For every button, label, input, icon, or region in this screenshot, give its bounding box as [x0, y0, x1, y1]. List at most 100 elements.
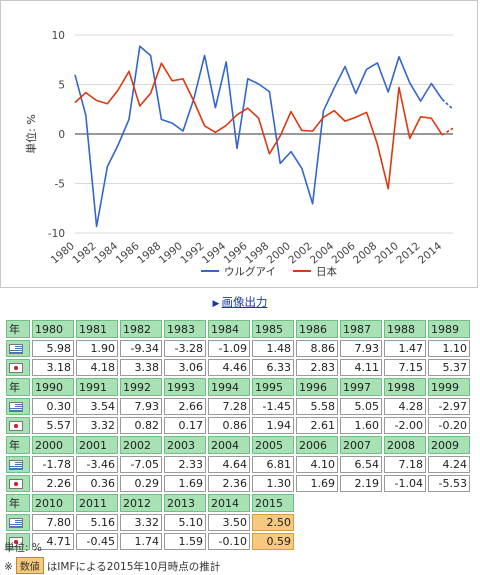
- uruguay-row: 7.80 5.16 3.32 5.10 3.50 2.50: [6, 514, 470, 531]
- year-header-label: 年: [6, 494, 30, 512]
- japan-value-cell: -0.45: [76, 533, 118, 550]
- year-cell: 1990: [32, 378, 74, 396]
- x-tick-label: 2000: [265, 240, 293, 266]
- japan-value-cell: 6.33: [252, 359, 294, 376]
- uruguay-value-cell: -3.28: [164, 340, 206, 357]
- uruguay-value-cell: -3.46: [76, 456, 118, 473]
- japan-value-cell: 2.61: [296, 417, 338, 434]
- uruguay-row: 5.98 1.90 -9.34 -3.28 -1.09 1.48 8.86 7.93 1.47 1…: [6, 340, 470, 357]
- year-cell: 2009: [428, 436, 470, 454]
- x-tick-label: 1984: [92, 240, 120, 267]
- estimate-note: ※ 数値 はIMFによる2015年10月時点の推計: [4, 557, 220, 574]
- data-table: 年 1980 1981 1982 1983 1984 1985 1986 1987 1988 198…: [4, 318, 472, 552]
- uruguay-value-cell: 4.10: [296, 456, 338, 473]
- year-cell: 2015: [252, 494, 294, 512]
- japan-value-cell: -2.00: [384, 417, 426, 434]
- uruguay-value-cell: 6.81: [252, 456, 294, 473]
- image-export-link[interactable]: 画像出力: [221, 295, 268, 309]
- japan-value-cell: 4.46: [208, 359, 250, 376]
- year-cell: 1996: [296, 378, 338, 396]
- empty-cell: [340, 533, 382, 550]
- uruguay-value-cell: 6.54: [340, 456, 382, 473]
- japan-value-cell: 1.59: [164, 533, 206, 550]
- japan-value-cell: 0.82: [120, 417, 162, 434]
- row-flag-cell: [6, 475, 30, 492]
- series-estimate-line-1: [441, 127, 454, 136]
- link-arrow-icon: ▶: [212, 299, 220, 309]
- japan-value-cell: 1.69: [296, 475, 338, 492]
- empty-cell: [296, 533, 338, 550]
- year-cell: 1994: [208, 378, 250, 396]
- year-row: 年 1990 1991 1992 1993 1994 1995 1996 1997 1998 199…: [6, 378, 470, 396]
- year-cell: 1989: [428, 320, 470, 338]
- japan-value-cell: 3.06: [164, 359, 206, 376]
- x-tick-label: 1996: [222, 240, 250, 267]
- export-link-row: ▶ 画像出力: [0, 294, 480, 310]
- year-cell: 2001: [76, 436, 118, 454]
- uruguay-row: -1.78 -3.46 -7.05 2.33 4.64 6.81 4.10 6.54 7.18 4…: [6, 456, 470, 473]
- uruguay-value-cell: 2.50: [252, 514, 294, 531]
- uruguay-value-cell: 2.66: [164, 398, 206, 415]
- uruguay-value-cell: 5.98: [32, 340, 74, 357]
- year-cell: 1988: [384, 320, 426, 338]
- uruguay-value-cell: 4.24: [428, 456, 470, 473]
- year-cell: 1982: [120, 320, 162, 338]
- year-cell: 1995: [252, 378, 294, 396]
- chart-panel: 10 5 0 -5 -10 1980 1982 1984 1986 1988 1990 1992 199…: [0, 0, 478, 288]
- series-estimate-line-0: [441, 98, 454, 110]
- x-tick-label: 1994: [200, 240, 228, 267]
- uruguay-value-cell: 3.54: [76, 398, 118, 415]
- year-cell: 1980: [32, 320, 74, 338]
- uruguay-value-cell: 1.90: [76, 340, 118, 357]
- uruguay-value-cell: -7.05: [120, 456, 162, 473]
- estimate-badge: 数値: [15, 557, 44, 574]
- x-tick-label: 2014: [416, 240, 444, 267]
- empty-cell: [428, 533, 470, 550]
- japan-value-cell: 1.74: [120, 533, 162, 550]
- x-tick-label: 1980: [49, 240, 77, 266]
- japan-flag-icon: [9, 421, 23, 431]
- row-flag-cell: [6, 456, 30, 473]
- uruguay-flag-icon: [9, 518, 23, 528]
- year-cell: 1992: [120, 378, 162, 396]
- row-flag-cell: [6, 340, 30, 357]
- year-cell: 1984: [208, 320, 250, 338]
- legend-label: 日本: [316, 265, 337, 278]
- uruguay-value-cell: 7.93: [340, 340, 382, 357]
- japan-value-cell: 5.57: [32, 417, 74, 434]
- uruguay-flag-icon: [9, 344, 23, 354]
- line-chart: 1050-5-101980198219841986198819901992199…: [24, 30, 454, 278]
- japan-value-cell: 3.18: [32, 359, 74, 376]
- y-axis-title: 単位: %: [24, 114, 38, 154]
- x-tick-label: 1986: [114, 240, 142, 267]
- unit-note: 単位: %: [4, 542, 42, 554]
- estimate-note-text: はIMFによる2015年10月時点の推計: [46, 561, 221, 573]
- year-cell: 1991: [76, 378, 118, 396]
- uruguay-value-cell: 1.48: [252, 340, 294, 357]
- japan-value-cell: 0.59: [252, 533, 294, 550]
- japan-row: 4.71 -0.45 1.74 1.59 -0.10 0.59: [6, 533, 470, 550]
- japan-flag-icon: [9, 537, 23, 547]
- year-cell: 2013: [164, 494, 206, 512]
- year-cell: 1998: [384, 378, 426, 396]
- japan-value-cell: -0.10: [208, 533, 250, 550]
- empty-cell: [340, 494, 382, 512]
- uruguay-value-cell: 7.28: [208, 398, 250, 415]
- uruguay-value-cell: 1.47: [384, 340, 426, 357]
- year-cell: 2007: [340, 436, 382, 454]
- year-cell: 1999: [428, 378, 470, 396]
- japan-value-cell: 0.29: [120, 475, 162, 492]
- uruguay-value-cell: -2.97: [428, 398, 470, 415]
- japan-row: 5.57 3.32 0.82 0.17 0.86 1.94 2.61 1.60 -2.00 -0.…: [6, 417, 470, 434]
- uruguay-value-cell: -1.78: [32, 456, 74, 473]
- uruguay-value-cell: 3.32: [120, 514, 162, 531]
- uruguay-flag-icon: [9, 402, 23, 412]
- uruguay-value-cell: 5.16: [76, 514, 118, 531]
- y-tick-label: 10: [52, 30, 65, 42]
- japan-value-cell: -0.20: [428, 417, 470, 434]
- x-tick-label: 2006: [330, 240, 358, 267]
- y-tick-label: 5: [58, 80, 65, 92]
- x-tick-label: 2010: [373, 240, 401, 266]
- japan-value-cell: 2.19: [340, 475, 382, 492]
- x-tick-label: 1998: [243, 240, 271, 266]
